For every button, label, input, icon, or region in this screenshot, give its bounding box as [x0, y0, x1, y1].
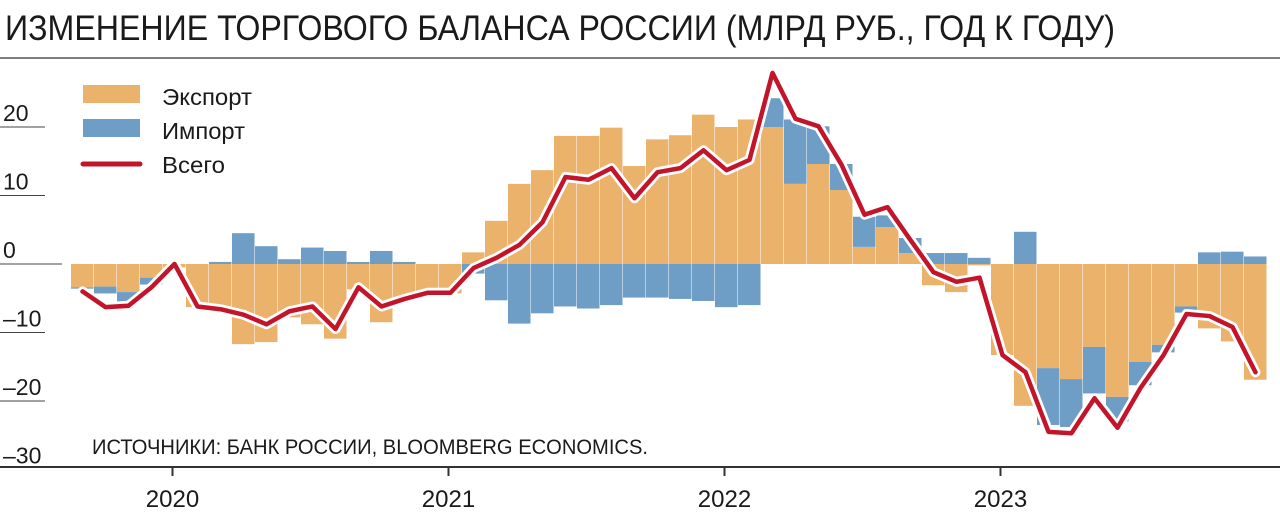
import-bar — [1014, 232, 1037, 264]
export-bar — [1083, 264, 1106, 347]
export-bar — [1037, 264, 1060, 368]
export-bar — [761, 127, 784, 264]
export-bar — [1175, 264, 1198, 306]
legend-label-export: Экспорт — [162, 84, 252, 110]
export-bar — [715, 127, 738, 264]
import-bar — [301, 248, 324, 264]
export-bar — [600, 128, 623, 264]
export-bar — [968, 264, 991, 265]
import-bar — [554, 264, 577, 306]
import-bar — [738, 264, 761, 305]
x-tick-label: 2020 — [146, 486, 199, 513]
import-bar — [692, 264, 715, 301]
export-bar — [416, 264, 439, 291]
legend-label-import: Импорт — [162, 118, 245, 144]
source-note: ИСТОЧНИКИ: БАНК РОССИИ, BLOOMBERG ECONOM… — [92, 436, 648, 459]
y-tick-label: 0 — [3, 237, 16, 263]
y-tick-label: 20 — [3, 100, 29, 126]
y-tick-label: –10 — [3, 306, 41, 332]
import-bar — [577, 264, 600, 309]
export-bar — [255, 264, 278, 342]
import-bar — [968, 258, 991, 264]
export-bar — [94, 264, 117, 287]
import-bar — [370, 251, 393, 264]
y-tick-label: –20 — [3, 374, 41, 400]
import-bar — [209, 262, 232, 264]
import-bar — [646, 264, 669, 298]
import-bar — [347, 262, 370, 264]
import-bar — [1083, 347, 1106, 394]
import-bar — [393, 262, 416, 264]
import-bar — [255, 246, 278, 264]
x-tick-label: 2021 — [422, 486, 475, 513]
y-tick-label: –30 — [3, 443, 41, 469]
x-tick-label: 2023 — [974, 486, 1027, 513]
import-bar — [1244, 256, 1267, 264]
export-bar — [232, 264, 255, 344]
import-bar — [715, 264, 738, 307]
export-bar — [1106, 264, 1129, 397]
export-bar — [1060, 264, 1083, 379]
export-bar — [784, 184, 807, 264]
export-bar — [71, 264, 94, 287]
export-bar — [117, 264, 140, 292]
legend-swatch-export — [83, 85, 140, 103]
import-bar — [784, 119, 807, 183]
import-bar — [1198, 252, 1221, 264]
import-bar — [531, 264, 554, 313]
export-bar — [669, 135, 692, 264]
import-bar — [324, 251, 347, 264]
export-bar — [646, 139, 669, 264]
import-bar — [623, 264, 646, 298]
export-bar — [876, 227, 899, 264]
chart-title: ИЗМЕНЕНИЕ ТОРГОВОГО БАЛАНСА РОССИИ (МЛРД… — [5, 9, 1115, 48]
import-bar — [94, 287, 117, 294]
import-bar — [508, 264, 531, 324]
import-bar — [669, 264, 692, 299]
import-bar — [232, 233, 255, 264]
import-bar — [600, 264, 623, 305]
import-bar — [945, 253, 968, 264]
import-bar — [1221, 252, 1244, 264]
export-bar — [692, 115, 715, 264]
export-bar — [807, 164, 830, 264]
import-bar — [853, 217, 876, 247]
import-bar — [278, 259, 301, 264]
legend-label-total: Всего — [162, 152, 225, 178]
x-tick-label: 2022 — [698, 486, 751, 513]
import-bar — [485, 264, 508, 300]
export-bar — [370, 264, 393, 322]
export-bar — [1129, 264, 1152, 362]
y-tick-label: 10 — [3, 169, 29, 195]
legend-swatch-import — [83, 119, 140, 137]
export-bar — [577, 136, 600, 264]
export-bar — [853, 247, 876, 264]
legend: Экспорт Импорт Всего — [83, 84, 252, 178]
export-bar — [830, 190, 853, 264]
